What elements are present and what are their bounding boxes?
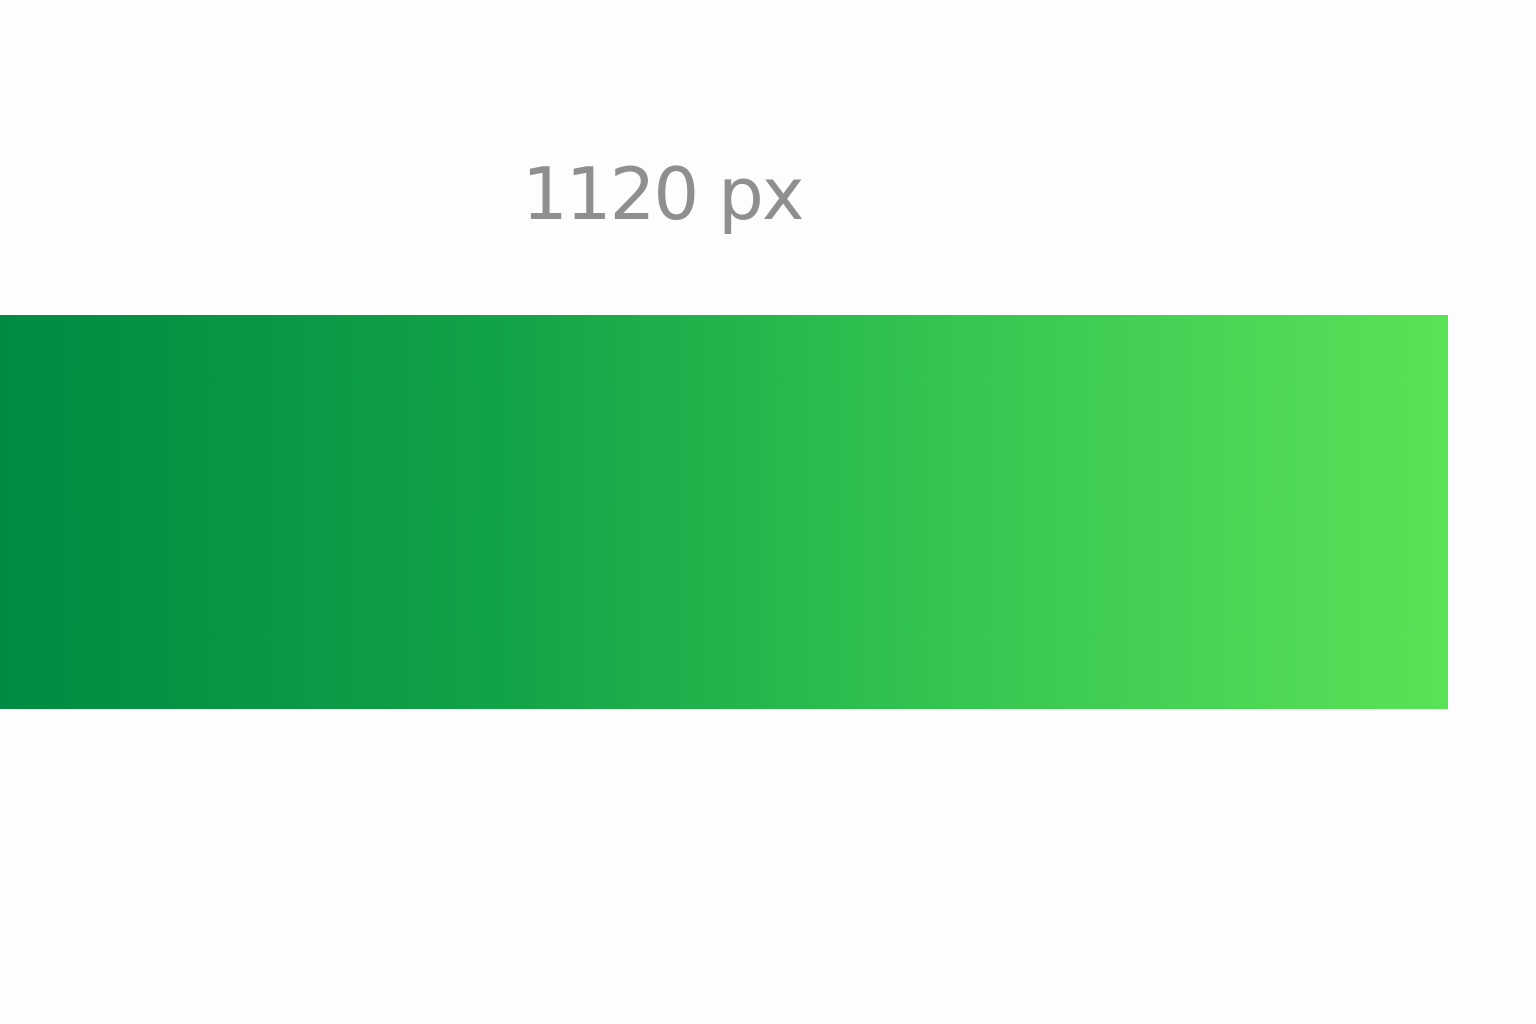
- width-measurement-label: 1120 px: [522, 152, 804, 236]
- green-gradient-bar: [0, 315, 1448, 709]
